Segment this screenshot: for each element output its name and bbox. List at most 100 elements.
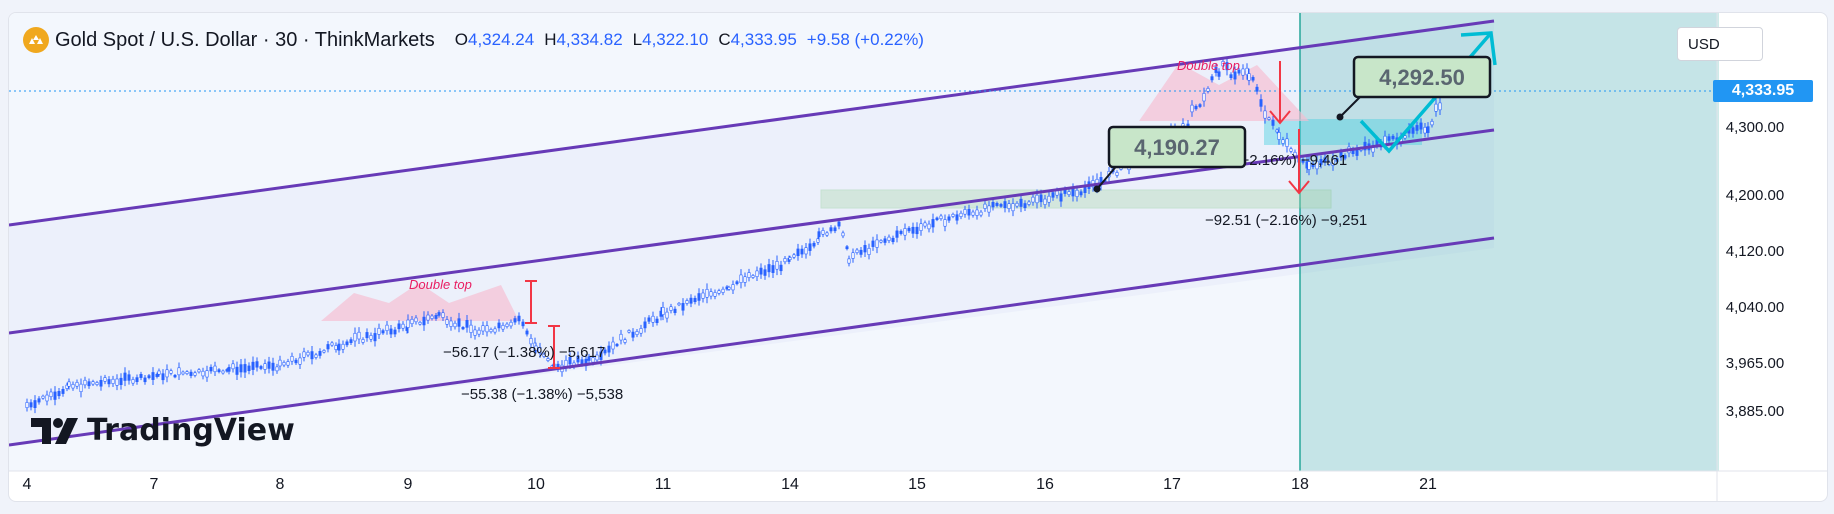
candle-body [689, 297, 693, 304]
candle-body [783, 258, 787, 263]
candle-body [322, 350, 326, 353]
candle-body [161, 373, 165, 381]
candle-body [923, 222, 927, 227]
candle-body [859, 249, 863, 255]
candle-body [1214, 67, 1218, 73]
current-price-tag: 4,333.95 [1713, 80, 1813, 102]
x-tick-label: 14 [781, 476, 799, 493]
candle-body [685, 300, 689, 304]
candle-body [465, 320, 469, 328]
candle-body [751, 275, 755, 278]
candle-body [345, 341, 349, 346]
candle-body [681, 303, 685, 311]
symbol-title[interactable]: Gold Spot / U.S. Dollar · 30 · ThinkMark… [55, 28, 435, 51]
candle-body [290, 356, 294, 362]
candle-body [87, 381, 91, 387]
candle-body [406, 319, 410, 328]
candle-body [41, 395, 45, 399]
candle-body [863, 245, 867, 253]
high-label: H [544, 30, 557, 49]
candle-body [1315, 160, 1319, 170]
candle-body [804, 247, 808, 255]
candle-body [1426, 126, 1430, 133]
candle-body [461, 327, 465, 330]
candle-body [1047, 195, 1051, 203]
candle-body [67, 381, 71, 387]
candle-body [603, 349, 607, 354]
candle-body [197, 369, 201, 373]
x-tick-label: 7 [150, 476, 159, 493]
low-label: L [632, 30, 643, 49]
candle-body [1271, 119, 1275, 126]
candle-body [45, 394, 49, 402]
candle-body [349, 339, 353, 343]
candle-body [788, 257, 792, 260]
candle-body [369, 335, 373, 340]
candle-body [1275, 129, 1279, 133]
candle-body [879, 240, 883, 243]
candle-body [623, 339, 627, 343]
y-tick-label: 3,885.00 [1726, 403, 1784, 420]
candle-body [1194, 105, 1198, 110]
candle-body [847, 258, 851, 264]
candle-body [999, 204, 1003, 207]
brand-name: TradingView [87, 413, 295, 448]
candle-body [546, 358, 550, 361]
candle-body [123, 372, 127, 381]
candle-body [677, 302, 681, 306]
candle-body [485, 325, 489, 333]
candle-body [568, 356, 572, 365]
candle-body [955, 214, 959, 221]
candle-body [763, 269, 767, 276]
candle-body [157, 370, 161, 375]
candle-body [205, 370, 209, 378]
candle-body [903, 228, 907, 236]
candle-body [895, 230, 899, 238]
measure-label-2: −55.38 (−1.38%) −5,538 [461, 386, 623, 403]
candle-body [521, 321, 525, 327]
candle-body [891, 237, 895, 243]
candle-body [935, 217, 939, 221]
candle-body [643, 321, 647, 329]
candle-body [979, 211, 983, 216]
candle-body [1255, 86, 1259, 92]
candle-body [709, 291, 713, 297]
candle-body [457, 318, 461, 327]
candle-body [314, 354, 318, 358]
gold-symbol-icon[interactable] [23, 27, 49, 53]
candle-body [401, 323, 405, 329]
candle-body [278, 359, 282, 367]
price-chart[interactable]: Double top Double top −56.17 (−1.38%) −5,6… [9, 13, 1827, 501]
candle-body [627, 330, 631, 333]
candle-body [1434, 103, 1438, 112]
tradingview-logo[interactable]: TradingView [31, 413, 295, 448]
high-value: 4,334.82 [556, 30, 623, 49]
candle-body [1067, 191, 1071, 195]
candle-body [437, 312, 441, 316]
candle-body [1331, 157, 1335, 166]
candle-body [1423, 126, 1427, 134]
candle-body [193, 372, 197, 376]
candle-body [1387, 136, 1391, 141]
double-top-shape-1 [321, 283, 519, 321]
candle-body [1023, 203, 1027, 209]
candle-body [701, 292, 705, 299]
candle-body [247, 365, 251, 372]
candle-body [29, 402, 33, 408]
candle-body [534, 345, 538, 351]
candle-body [115, 378, 119, 386]
candle-body [1419, 122, 1423, 130]
close-value: 4,333.95 [730, 30, 797, 49]
candle-body [422, 316, 426, 326]
currency-selector[interactable]: USD [1677, 27, 1763, 61]
candle-body [1035, 194, 1039, 204]
candle-body [449, 320, 453, 327]
candle-body [735, 281, 739, 285]
candle-body [99, 379, 103, 387]
candle-body [337, 343, 341, 351]
candle-body [83, 379, 87, 386]
candle-body [434, 315, 438, 319]
measure-label-4: −92.51 (−2.16%) −9,251 [1205, 212, 1367, 229]
candle-body [1225, 62, 1229, 71]
candle-body [1259, 99, 1263, 107]
